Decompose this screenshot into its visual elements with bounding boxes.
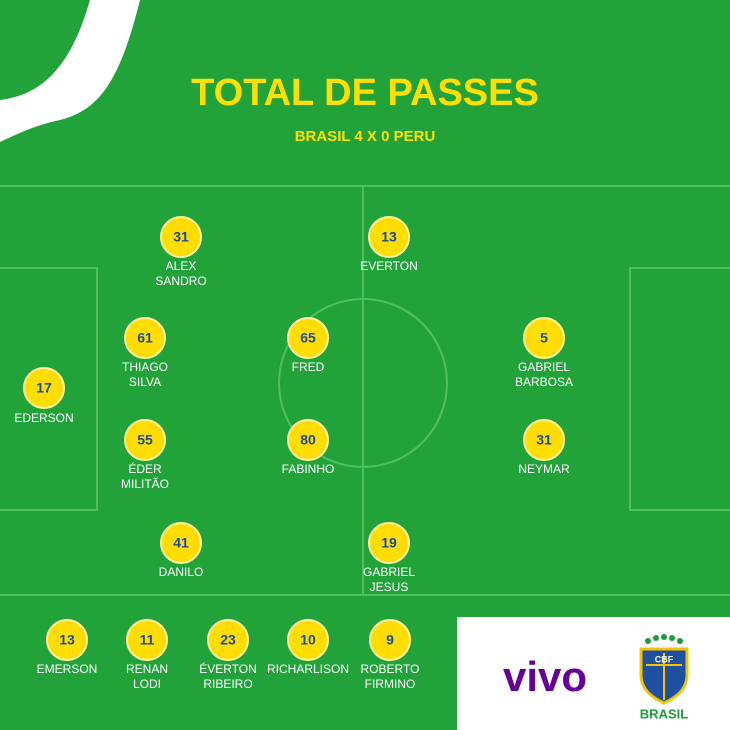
crest: CBF BRASIL [639,634,689,721]
crest-label: BRASIL [640,706,688,721]
player-name: MILITÃO [121,477,169,491]
center-circle [278,298,448,468]
sponsor-logo: vivo [503,653,587,700]
pass-badge [523,419,565,461]
player-name: ROBERTO [361,662,420,676]
player-name: LODI [133,677,161,691]
player-name: GABRIEL [518,360,570,374]
player-name: FABINHO [282,462,335,476]
pass-count: 80 [300,432,316,448]
player-name: RICHARLISON [267,662,349,676]
pass-badge [523,317,565,359]
pass-count: 23 [220,632,236,648]
pass-count: 17 [36,380,52,396]
pass-badge [368,522,410,564]
player-name: EVERTON [360,259,418,273]
pass-badge [23,367,65,409]
pass-badge [368,216,410,258]
player-name: ALEX [166,259,197,273]
pass-badge [369,619,411,661]
pass-count: 55 [137,432,153,448]
player-name: EMERSON [37,662,98,676]
pass-count: 13 [59,632,75,648]
player-name: SANDRO [155,274,206,288]
player-name: FIRMINO [365,677,416,691]
player-name: BARBOSA [515,375,573,389]
pass-count: 11 [140,632,155,648]
player-name: THIAGO [122,360,168,374]
penalty-box [629,267,730,511]
pass-badge [287,419,329,461]
player-name: JESUS [370,580,409,594]
sponsor-box [457,617,730,730]
pass-badge [124,317,166,359]
player-name: GABRIEL [363,565,415,579]
pass-badge [124,419,166,461]
pass-count: 5 [540,330,548,346]
crest-abbr: CBF [655,654,674,664]
pass-count: 31 [173,229,189,245]
pass-badge [287,317,329,359]
penalty-box [0,267,98,511]
player-name: ÉDER [128,461,162,476]
player-name: DANILO [159,565,204,579]
pass-count: 13 [381,229,397,245]
player-name: EDERSON [14,411,73,425]
pitch [0,185,730,596]
player-name: NEYMAR [518,462,570,476]
player-name: RIBEIRO [203,677,252,691]
player-name: FRED [292,360,325,374]
pass-badge [207,619,249,661]
pass-count: 31 [536,432,552,448]
player-name: ÉVERTON [199,661,257,676]
pass-badge [46,619,88,661]
pass-count: 19 [381,535,397,551]
pass-count: 65 [300,330,316,346]
player-name: SILVA [129,375,161,389]
title: TOTAL DE PASSES [191,72,539,114]
pass-badge [160,522,202,564]
pass-count: 9 [386,632,394,648]
pass-count: 10 [300,632,316,648]
pass-badge [287,619,329,661]
swoosh [0,0,140,142]
pass-count: 61 [137,330,153,346]
subtitle: BRASIL 4 X 0 PERU [295,128,436,145]
pass-badge [160,216,202,258]
pass-count: 41 [173,535,189,551]
pass-badge [126,619,168,661]
player-name: RENAN [126,662,168,676]
